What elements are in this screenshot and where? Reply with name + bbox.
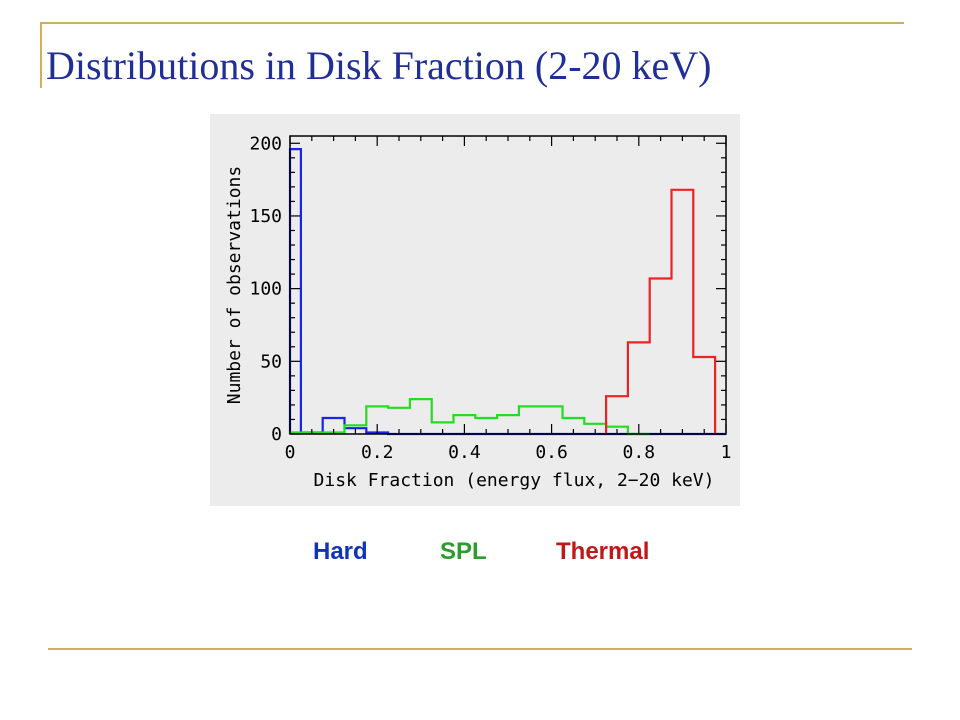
legend-hard: Hard [313, 538, 368, 565]
top-rule [40, 22, 904, 24]
series-line-hard [288, 148, 726, 436]
y-tick-label: 50 [260, 351, 282, 372]
labels-layer: 0 0.2 0.4 0.6 0.8 1 0 50 100 150 200 Disk Fraction … [224, 133, 731, 491]
x-tick-label: 0 [285, 442, 296, 463]
legend-thermal: Thermal [556, 538, 650, 565]
histogram-chart: 0 0.2 0.4 0.6 0.8 1 0 50 100 150 200 Disk Fraction … [210, 114, 740, 506]
x-tick-label: 1 [721, 442, 732, 463]
x-tick-label: 0.2 [361, 442, 394, 463]
y-tick-label: 150 [249, 206, 282, 227]
x-axis-label: Disk Fraction (energy flux, 2−20 keV) [314, 470, 715, 491]
x-tick-label: 0.8 [623, 442, 656, 463]
y-axis-label: Number of observations [224, 166, 245, 404]
legend-spl: SPL [440, 538, 487, 565]
bottom-rule [48, 648, 912, 650]
series-line-thermal [605, 188, 717, 434]
y-tick-label: 0 [271, 424, 282, 445]
legend: Hard SPL Thermal [0, 538, 960, 574]
left-rule [40, 22, 42, 88]
ticks-layer [289, 136, 727, 435]
x-tick-label: 0.6 [535, 442, 568, 463]
x-tick-label: 0.4 [448, 442, 481, 463]
series-line-spl [288, 398, 650, 436]
slide-title: Distributions in Disk Fraction (2-20 keV… [46, 43, 712, 88]
y-tick-label: 200 [249, 133, 282, 154]
y-tick-label: 100 [249, 279, 282, 300]
series-layer [288, 148, 726, 436]
plot-frame [289, 135, 727, 435]
chart-svg: 0 0.2 0.4 0.6 0.8 1 0 50 100 150 200 Disk Fraction … [224, 133, 731, 491]
